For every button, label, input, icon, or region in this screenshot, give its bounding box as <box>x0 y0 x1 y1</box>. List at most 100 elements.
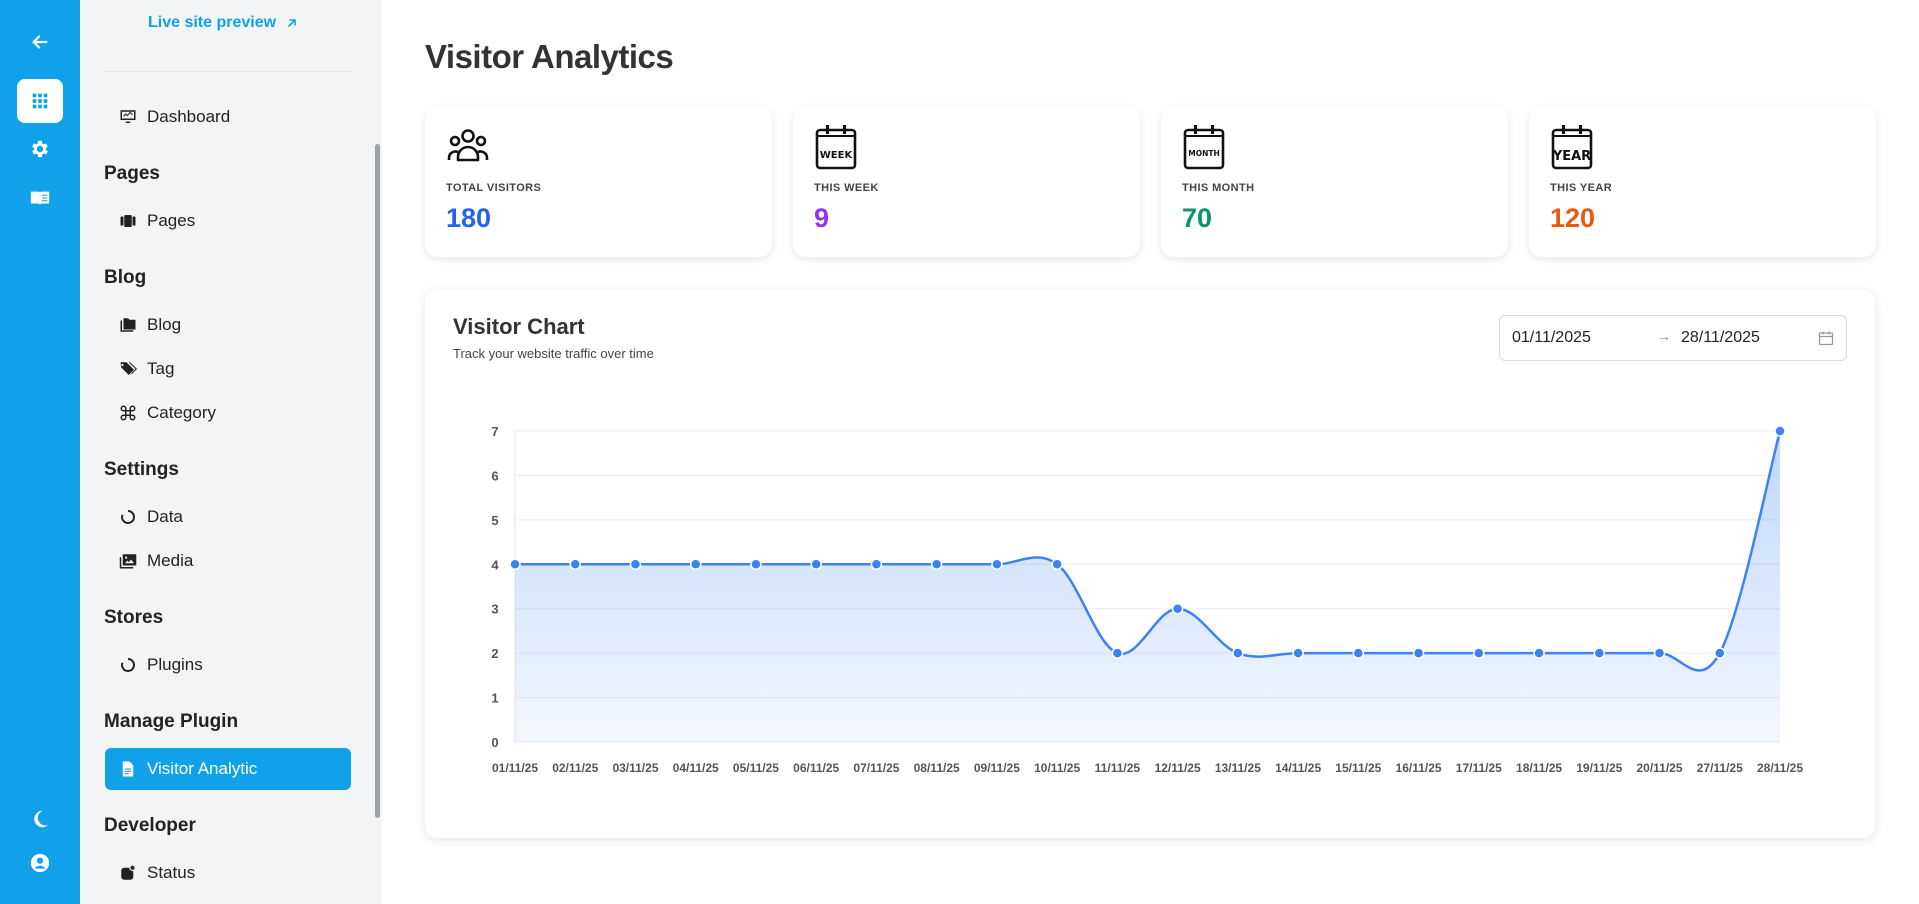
calendar-icon-text: WEEK <box>820 150 854 161</box>
section-developer: Developer <box>104 815 196 836</box>
arrow-left-icon <box>32 35 48 49</box>
y-tick-label: 7 <box>491 424 498 439</box>
stat-value: 9 <box>814 203 830 233</box>
calendar-icon-text: MONTH <box>1188 149 1220 158</box>
y-tick-label: 4 <box>491 557 499 572</box>
back-button[interactable] <box>17 20 63 64</box>
data-point <box>750 558 762 571</box>
data-point <box>1352 647 1365 659</box>
live-site-preview-label: Live site preview <box>148 14 277 31</box>
data-point <box>870 558 883 571</box>
stat-label: THIS MONTH <box>1182 182 1255 194</box>
pages-icon <box>120 215 136 227</box>
sidebar-item-media[interactable]: Media <box>105 540 351 582</box>
x-tick-label: 08/11/25 <box>914 761 960 775</box>
settings-button[interactable] <box>17 127 63 171</box>
sidebar-item-plugins[interactable]: Plugins <box>105 644 351 686</box>
x-tick-label: 12/11/25 <box>1155 761 1201 775</box>
x-tick-label: 27/11/25 <box>1697 761 1743 775</box>
x-tick-label: 13/11/25 <box>1215 761 1261 775</box>
circle-notch-icon <box>121 510 135 524</box>
visitor-chart-card: Visitor Chart Track your website traffic… <box>425 290 1875 838</box>
users-icon <box>447 129 489 162</box>
data-point <box>1412 647 1425 659</box>
sidebar-item-status[interactable]: Status <box>105 852 351 894</box>
theme-toggle-button[interactable] <box>17 797 63 841</box>
sidebar-item-data[interactable]: Data <box>105 496 351 538</box>
apps-button[interactable] <box>17 79 63 123</box>
section-settings: Settings <box>104 459 179 480</box>
profile-button[interactable] <box>17 841 63 885</box>
sidebar-item-category[interactable]: Category <box>105 392 351 434</box>
sidebar-scrollbar[interactable] <box>375 144 380 818</box>
sidebar-item-tag[interactable]: Tag <box>105 348 351 390</box>
section-manage-plugin: Manage Plugin <box>104 711 239 732</box>
data-point <box>569 558 581 571</box>
sidebar-item-label: Status <box>147 863 196 882</box>
section-pages: Pages <box>104 163 160 184</box>
sidebar-item-label: Tag <box>147 359 175 378</box>
data-point <box>1714 647 1726 659</box>
data-point <box>991 558 1003 571</box>
monitor-icon <box>120 110 136 123</box>
stat-card-this-month: MONTH THIS MONTH 70 <box>1161 107 1508 257</box>
docs-button[interactable] <box>17 176 63 220</box>
document-icon <box>122 761 134 777</box>
sidebar-item-label: Plugins <box>147 655 203 674</box>
x-tick-label: 03/11/25 <box>612 761 658 775</box>
icon-rail <box>0 0 80 904</box>
data-point <box>1232 647 1244 659</box>
y-tick-label: 2 <box>491 646 498 661</box>
stat-value: 70 <box>1182 203 1213 233</box>
calendar-icon[interactable] <box>1818 330 1834 346</box>
x-tick-label: 05/11/25 <box>733 761 779 775</box>
calendar-week-icon: WEEK <box>815 125 857 170</box>
x-tick-label: 18/11/25 <box>1516 761 1562 775</box>
user-circle-icon <box>30 853 50 873</box>
data-point <box>810 558 822 571</box>
x-tick-label: 11/11/25 <box>1095 761 1141 775</box>
sidebar-item-label: Blog <box>147 315 182 334</box>
sidebar-item-label: Data <box>147 507 183 526</box>
sidebar-item-blog[interactable]: Blog <box>105 304 351 346</box>
date-start-input[interactable]: 01/11/2025 <box>1512 329 1591 346</box>
data-point <box>1171 602 1184 615</box>
x-tick-label: 14/11/25 <box>1275 761 1321 775</box>
sidebar-divider <box>104 71 354 72</box>
y-tick-label: 5 <box>491 513 498 528</box>
stat-card-total-visitors: TOTAL VISITORS 180 <box>425 107 772 257</box>
x-tick-label: 07/11/25 <box>853 761 899 775</box>
data-point <box>1292 647 1304 659</box>
live-site-preview-link[interactable]: Live site preview <box>148 14 298 32</box>
section-stores: Stores <box>104 607 164 628</box>
x-tick-label: 01/11/25 <box>492 761 538 775</box>
page-title: Visitor Analytics <box>425 38 674 75</box>
y-tick-label: 0 <box>491 735 498 750</box>
sidebar-item-dashboard[interactable]: Dashboard <box>105 96 351 138</box>
stat-card-this-year: YEAR THIS YEAR 120 <box>1529 107 1876 257</box>
sidebar-item-pages[interactable]: Pages <box>105 200 351 242</box>
x-tick-label: 06/11/25 <box>793 761 839 775</box>
command-icon <box>120 405 136 421</box>
x-tick-label: 10/11/25 <box>1034 761 1080 775</box>
x-tick-label: 09/11/25 <box>974 761 1020 775</box>
data-point <box>1111 647 1124 659</box>
arrow-right-icon: → <box>1657 328 1671 344</box>
data-point <box>930 558 943 571</box>
folder-stack-icon <box>120 318 136 332</box>
sidebar-item-visitor-analytic[interactable]: Visitor Analytic <box>105 748 351 790</box>
date-end-input[interactable]: 28/11/2025 <box>1681 329 1760 346</box>
data-point <box>1774 425 1786 437</box>
book-icon <box>30 191 50 206</box>
images-icon <box>119 554 137 569</box>
data-point <box>629 558 642 571</box>
sidebar-item-label: Media <box>147 551 194 570</box>
data-point <box>689 558 702 571</box>
calendar-icon-text: YEAR <box>1552 149 1591 164</box>
sidebar-item-label: Dashboard <box>147 107 231 126</box>
calendar-year-icon: YEAR <box>1551 125 1593 170</box>
x-tick-label: 04/11/25 <box>673 761 719 775</box>
sidebar-item-label: Pages <box>147 211 196 230</box>
x-tick-label: 02/11/25 <box>552 761 598 775</box>
date-range-picker[interactable]: 01/11/2025 → 28/11/2025 <box>1499 315 1847 361</box>
